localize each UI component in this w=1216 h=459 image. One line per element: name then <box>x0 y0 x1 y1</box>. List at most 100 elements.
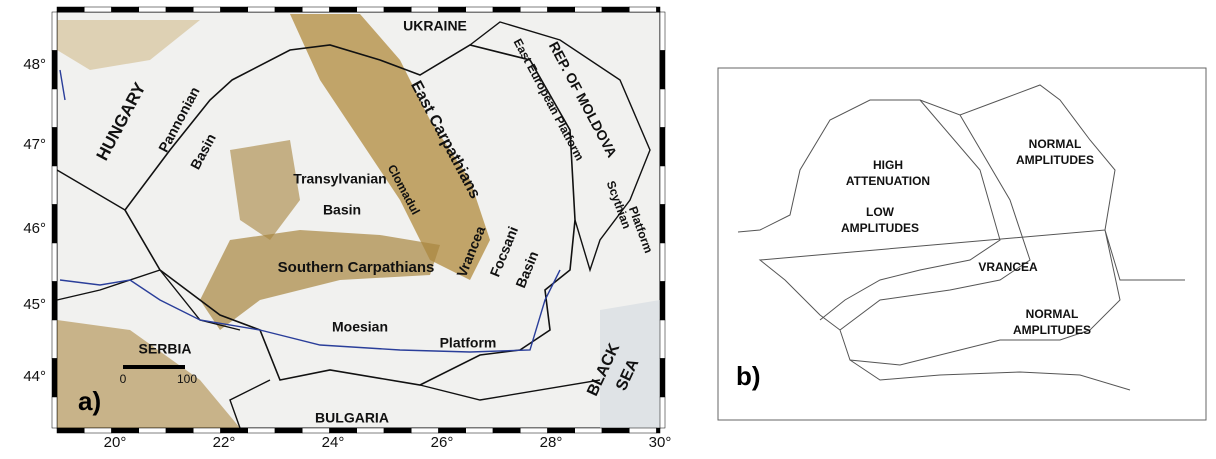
scale-label: 100 <box>177 372 197 386</box>
lat-tick-label: 46° <box>23 220 46 237</box>
border-segment <box>166 7 193 12</box>
border-segment <box>52 166 57 205</box>
region-label: AMPLITUDES <box>1016 153 1094 167</box>
border-segment <box>52 51 57 90</box>
border-segment <box>166 428 193 433</box>
lat-tick-label: 47° <box>23 136 46 153</box>
border-segment <box>660 320 665 359</box>
lon-tick-label: 30° <box>649 434 672 451</box>
border-segment <box>302 428 329 433</box>
border-segment <box>52 89 57 128</box>
map-label: Moesian <box>332 319 388 335</box>
map-label: UKRAINE <box>403 18 467 34</box>
border-segment <box>275 7 302 12</box>
panel-label: a) <box>78 386 101 416</box>
border-segment <box>411 428 438 433</box>
border-segment <box>575 7 602 12</box>
border-segment <box>411 7 438 12</box>
border-segment <box>52 12 57 51</box>
border-segment <box>384 428 411 433</box>
border-segment <box>493 7 520 12</box>
panel-label: b) <box>736 361 761 391</box>
border-segment <box>57 7 84 12</box>
map-label: Basin <box>323 202 361 218</box>
border-segment <box>660 128 665 167</box>
border-segment <box>112 7 139 12</box>
region-label: NORMAL <box>1026 307 1079 321</box>
map-label: SERBIA <box>139 341 192 357</box>
border-segment <box>221 7 248 12</box>
border-segment <box>660 397 665 428</box>
lon-tick-label: 22° <box>213 434 236 451</box>
region-label: AMPLITUDES <box>1013 323 1091 337</box>
border-segment <box>52 205 57 244</box>
scale-label: 0 <box>120 372 127 386</box>
border-segment <box>52 397 57 428</box>
border-segment <box>520 7 547 12</box>
border-segment <box>629 428 656 433</box>
border-segment <box>660 282 665 321</box>
border-segment <box>660 51 665 90</box>
lon-tick-label: 26° <box>431 434 454 451</box>
border-segment <box>520 428 547 433</box>
border-segment <box>84 7 111 12</box>
border-segment <box>660 205 665 244</box>
border-segment <box>548 428 575 433</box>
border-segment <box>357 428 384 433</box>
scale-bar <box>123 365 185 369</box>
border-segment <box>439 428 466 433</box>
border-segment <box>139 7 166 12</box>
border-segment <box>139 428 166 433</box>
lat-tick-label: 45° <box>23 296 46 313</box>
region-label: LOW <box>866 205 895 219</box>
border-segment <box>657 7 661 12</box>
map-label: Southern Carpathians <box>278 259 435 276</box>
border-segment <box>112 428 139 433</box>
map-label: Platform <box>440 335 497 351</box>
border-segment <box>248 7 275 12</box>
border-segment <box>602 7 629 12</box>
border-segment <box>384 7 411 12</box>
region-label: NORMAL <box>1029 137 1082 151</box>
map-label: BULGARIA <box>315 410 389 426</box>
map-panel-a: UKRAINE HUNGARY Pannonian Basin East Car… <box>23 7 671 451</box>
border-segment <box>52 243 57 282</box>
lon-tick-label: 20° <box>104 434 127 451</box>
border-segment <box>657 428 661 433</box>
map-label: Transylvanian <box>293 171 386 187</box>
map-panel-b: HIGH ATTENUATION LOW AMPLITUDES NORMAL A… <box>718 68 1206 420</box>
border-segment <box>52 320 57 359</box>
border-segment <box>602 428 629 433</box>
border-segment <box>52 282 57 321</box>
border-segment <box>660 359 665 398</box>
border-segment <box>52 359 57 398</box>
border-segment <box>493 428 520 433</box>
border-segment <box>193 7 220 12</box>
border-segment <box>302 7 329 12</box>
border-segment <box>660 12 665 51</box>
border-segment <box>466 428 493 433</box>
figure: UKRAINE HUNGARY Pannonian Basin East Car… <box>0 0 1216 454</box>
border-segment <box>660 166 665 205</box>
border-segment <box>548 7 575 12</box>
region-label: VRANCEA <box>978 260 1038 274</box>
region-label: AMPLITUDES <box>841 221 919 235</box>
border-segment <box>660 89 665 128</box>
border-segment <box>193 428 220 433</box>
lon-tick-label: 28° <box>540 434 563 451</box>
border-segment <box>330 7 357 12</box>
border-segment <box>660 243 665 282</box>
border-segment <box>330 428 357 433</box>
panel-frame <box>718 68 1206 420</box>
border-segment <box>57 428 84 433</box>
region-label: HIGH <box>873 158 903 172</box>
lat-tick-label: 48° <box>23 56 46 73</box>
border-segment <box>357 7 384 12</box>
border-segment <box>629 7 656 12</box>
lon-tick-label: 24° <box>322 434 345 451</box>
border-segment <box>52 128 57 167</box>
lat-tick-label: 44° <box>23 368 46 385</box>
region-label: ATTENUATION <box>846 174 930 188</box>
border-segment <box>275 428 302 433</box>
border-segment <box>84 428 111 433</box>
